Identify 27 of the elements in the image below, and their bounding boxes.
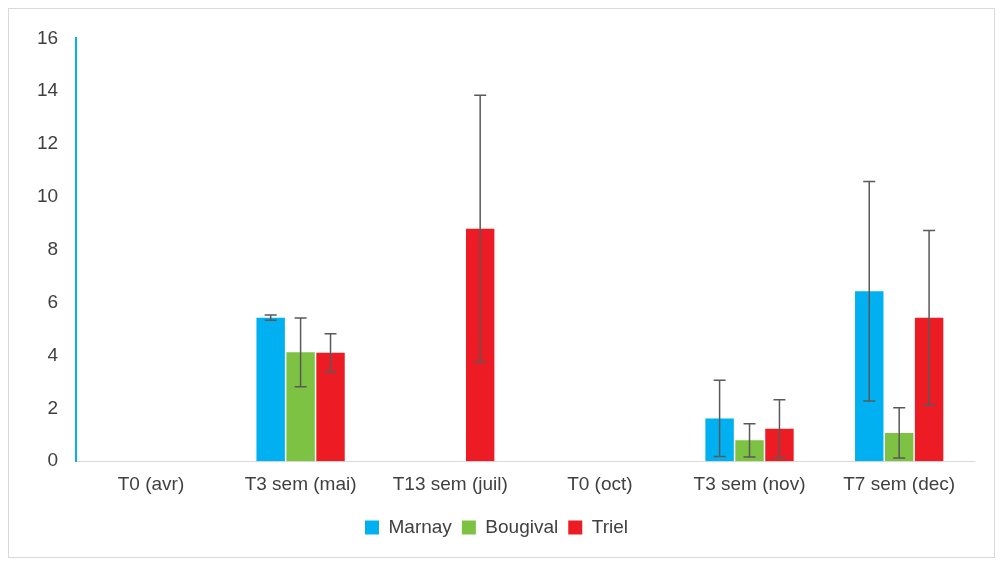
bar (286, 352, 315, 462)
y-tick-label: 0 (47, 449, 59, 471)
y-tick-label: 4 (47, 343, 59, 365)
y-tick-label: 2 (47, 396, 59, 418)
x-tick-label: T0 (avr) (117, 472, 185, 494)
y-tick-label: 14 (36, 79, 59, 101)
y-tick-label: 12 (36, 132, 59, 154)
legend-label: Marnay (388, 515, 453, 537)
bar (735, 440, 764, 462)
bar (855, 291, 884, 462)
x-tick-label: T13 sem (juil) (392, 472, 508, 494)
y-tick-label: 10 (36, 185, 59, 207)
bar (316, 352, 345, 462)
legend-label: Triel (591, 515, 628, 537)
bar (914, 317, 944, 462)
x-tick-label: T3 sem (nov) (693, 472, 806, 494)
x-tick-label: T3 sem (mai) (244, 472, 357, 494)
bar (705, 418, 734, 462)
bar (256, 317, 285, 462)
x-tick-label: T7 sem (dec) (843, 472, 956, 494)
y-tick-label: 16 (36, 26, 59, 48)
legend-label: Bougival (485, 515, 559, 537)
bar (465, 228, 495, 462)
bar (765, 428, 794, 462)
y-tick-label: 8 (47, 238, 59, 260)
y-tick-label: 6 (47, 290, 59, 312)
x-tick-label: T0 (oct) (567, 472, 633, 494)
